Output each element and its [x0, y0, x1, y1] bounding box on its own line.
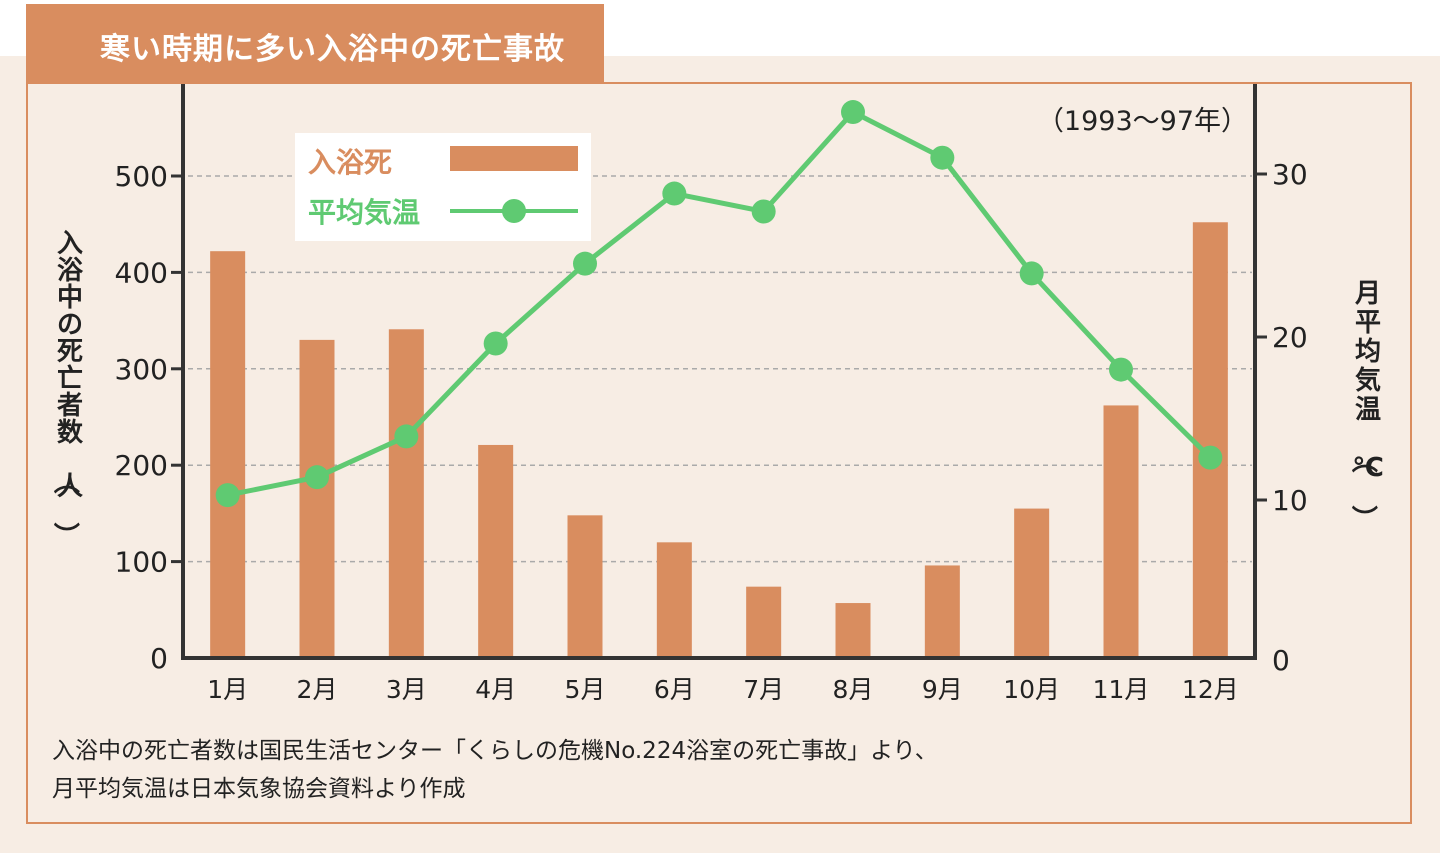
footnote-line-2: 月平均気温は日本気象協会資料より作成 — [52, 776, 466, 802]
temperature-point — [573, 251, 597, 276]
title-tab: 寒い時期に多い入浴中の死亡事故 — [26, 4, 604, 82]
bar — [210, 251, 246, 658]
right-tick-label: 20 — [1272, 321, 1308, 354]
footnote-line-1: 入浴中の死亡者数は国民生活センター「くらしの危機No.224浴室の死亡事故」より… — [52, 738, 938, 764]
x-tick-label: 1月 — [207, 675, 248, 704]
x-tick-label: 5月 — [565, 675, 606, 704]
right-tick-label: 0 — [1272, 644, 1290, 677]
legend-bar-label: 入浴死 — [308, 146, 392, 179]
right-axis-title: 月平均気温（℃） — [1348, 279, 1384, 531]
temperature-point — [483, 331, 508, 356]
bar — [746, 586, 782, 658]
chart-frame — [26, 82, 1412, 824]
temperature-point — [1109, 357, 1133, 382]
x-tick-label: 2月 — [297, 675, 338, 704]
bar — [1103, 405, 1139, 658]
legend-line-label: 平均気温 — [308, 196, 420, 229]
temperature-point — [930, 145, 955, 170]
x-tick-label: 4月 — [475, 675, 516, 704]
temperature-line — [227, 109, 1213, 498]
bar — [388, 329, 424, 658]
temperature-point — [1019, 261, 1044, 286]
left-tick-label: 200 — [115, 449, 168, 482]
bar — [1192, 222, 1228, 658]
legend-bar-swatch — [450, 146, 578, 171]
temperature-point — [1198, 445, 1223, 470]
right-tick-label: 30 — [1272, 158, 1308, 191]
bar — [567, 515, 603, 658]
chart-title: 寒い時期に多い入浴中の死亡事故 — [100, 32, 565, 67]
temperature-point — [751, 199, 776, 224]
x-tick-label: 11月 — [1093, 675, 1150, 704]
bar — [478, 444, 514, 658]
x-tick-label: 12月 — [1182, 675, 1239, 704]
bar — [656, 542, 692, 658]
left-tick-label: 300 — [115, 353, 168, 386]
legend-line-marker — [502, 199, 526, 223]
x-tick-label: 9月 — [922, 675, 963, 704]
left-tick-label: 400 — [115, 256, 168, 289]
right-tick-label: 10 — [1272, 484, 1308, 517]
bar — [835, 603, 871, 658]
bar — [299, 339, 335, 658]
left-axis-title: 入浴中の死亡者数（人） — [50, 229, 84, 548]
bar — [1014, 508, 1050, 658]
x-tick-label: 7月 — [743, 675, 784, 704]
footnote: 入浴中の死亡者数は国民生活センター「くらしの危機No.224浴室の死亡事故」より… — [52, 732, 938, 808]
left-tick-label: 500 — [115, 160, 168, 193]
x-tick-label: 3月 — [386, 675, 427, 704]
temperature-point — [841, 100, 865, 125]
x-tick-label: 8月 — [833, 675, 874, 704]
x-tick-label: 6月 — [654, 675, 695, 704]
temperature-point — [215, 483, 240, 508]
temperature-point — [305, 465, 329, 490]
x-tick-label: 10月 — [1003, 675, 1060, 704]
left-tick-label: 0 — [150, 642, 168, 675]
period-label: （1993～97年） — [1037, 106, 1248, 137]
temperature-point — [662, 181, 687, 206]
bar — [924, 565, 960, 658]
left-tick-label: 100 — [115, 546, 168, 579]
temperature-point — [394, 424, 419, 449]
